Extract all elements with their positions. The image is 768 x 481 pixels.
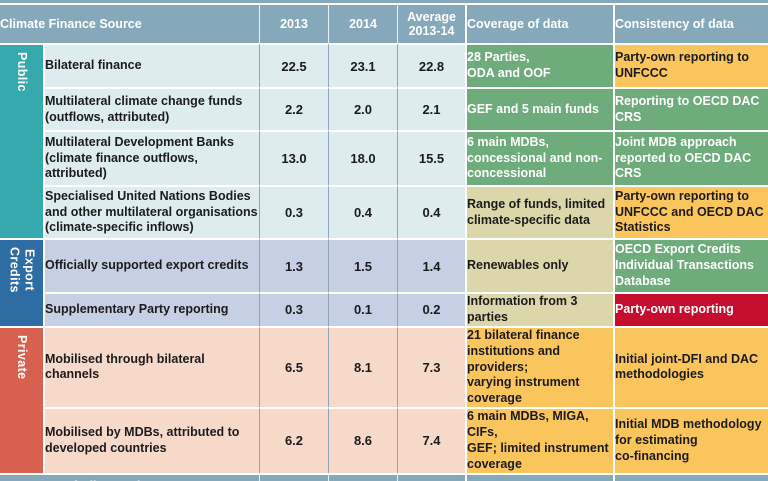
- table-row: Private Mobilised through bilateral chan…: [0, 325, 768, 473]
- value-average: 15.5: [397, 130, 465, 185]
- table-row: Supplementary Party reporting 0.3 0.1 0.…: [0, 292, 768, 326]
- table-row: Multilateral climate change funds (outfl…: [0, 87, 768, 130]
- header-average: Average 2013-14: [397, 3, 465, 43]
- table-row: Export Credits Officially supported expo…: [0, 238, 768, 326]
- consistency-cell: Joint MDB approach reported to OECD DAC …: [613, 130, 768, 185]
- coverage-cell: 21 bilateral finance institutions and pr…: [465, 325, 613, 408]
- coverage-cell: 28 Parties, ODA and OOF: [465, 43, 613, 87]
- source-cell: Mobilised through bilateral channels: [43, 325, 259, 408]
- value-2013: 6.2: [259, 407, 328, 473]
- coverage-cell: Renewables only: [465, 238, 613, 292]
- value-2013: 0.3: [259, 185, 328, 238]
- source-cell: Officially supported export credits: [43, 238, 259, 292]
- climate-finance-table: Climate Finance Source 2013 2014 Average…: [0, 3, 768, 481]
- source-cell: Specialised United Nations Bodies and ot…: [43, 185, 259, 238]
- consistency-cell: Party-own reporting: [613, 292, 768, 326]
- section-label: Export Credits: [7, 247, 37, 293]
- consistency-cell: Party-own reporting to UNFCCC and OECD D…: [613, 185, 768, 238]
- value-2014: 18.0: [328, 130, 397, 185]
- value-average: 7.4: [397, 407, 465, 473]
- aggregate-average: 57.0: [397, 472, 465, 481]
- value-average: 2.1: [397, 87, 465, 130]
- coverage-cell: GEF and 5 main funds: [465, 87, 613, 130]
- section-label: Public: [15, 52, 29, 92]
- section-band-private: Private: [0, 325, 43, 473]
- value-average: 0.2: [397, 292, 465, 326]
- coverage-cell: 6 main MDBs, MIGA, CIFs, GEF; limited in…: [465, 407, 613, 473]
- aggregate-consistency-empty: [613, 472, 768, 481]
- top-border-strip: [0, 0, 768, 3]
- table-row: Mobilised by MDBs, attributed to develop…: [0, 407, 768, 473]
- source-cell: Mobilised by MDBs, attributed to develop…: [43, 407, 259, 473]
- header-2014: 2014: [328, 3, 397, 43]
- coverage-cell: Range of funds, limited climate-specific…: [465, 185, 613, 238]
- coverage-cell: 6 main MDBs, concessional and non- conce…: [465, 130, 613, 185]
- value-average: 1.4: [397, 238, 465, 292]
- table-row: Public Bilateral finance 22.5 23.1 22.8 …: [0, 43, 768, 238]
- value-2014: 23.1: [328, 43, 397, 87]
- section-label: Private: [15, 334, 29, 380]
- table-row: Multilateral Development Banks (climate …: [0, 130, 768, 185]
- value-2014: 8.6: [328, 407, 397, 473]
- section-band-public: Public: [0, 43, 43, 238]
- aggregate-label: Aggregate of Climate Finance: [0, 472, 259, 481]
- source-cell: Multilateral climate change funds (outfl…: [43, 87, 259, 130]
- value-2013: 1.3: [259, 238, 328, 292]
- consistency-cell: Reporting to OECD DAC CRS: [613, 87, 768, 130]
- value-2013: 22.5: [259, 43, 328, 87]
- source-cell: Bilateral finance: [43, 43, 259, 87]
- source-cell: Supplementary Party reporting: [43, 292, 259, 326]
- section-band-export-credits: Export Credits: [0, 238, 43, 326]
- value-2014: 0.1: [328, 292, 397, 326]
- consistency-cell: OECD Export Credits Individual Transacti…: [613, 238, 768, 292]
- value-average: 22.8: [397, 43, 465, 87]
- header-source: Climate Finance Source: [0, 3, 259, 43]
- header-consistency: Consistency of data: [613, 3, 768, 43]
- consistency-cell: Initial MDB methodology for estimating c…: [613, 407, 768, 473]
- aggregate-coverage-empty: [465, 472, 613, 481]
- value-2013: 6.5: [259, 325, 328, 408]
- value-2013: 13.0: [259, 130, 328, 185]
- value-average: 7.3: [397, 325, 465, 408]
- value-2014: 8.1: [328, 325, 397, 408]
- header-2013: 2013: [259, 3, 328, 43]
- coverage-cell: Information from 3 parties: [465, 292, 613, 326]
- header-coverage: Coverage of data: [465, 3, 613, 43]
- value-average: 0.4: [397, 185, 465, 238]
- consistency-cell: Initial joint-DFI and DAC methodologies: [613, 325, 768, 408]
- value-2013: 2.2: [259, 87, 328, 130]
- consistency-cell: Party-own reporting to UNFCCC: [613, 43, 768, 87]
- value-2014: 1.5: [328, 238, 397, 292]
- aggregate-2014: 61.8: [328, 472, 397, 481]
- aggregate-row: Aggregate of Climate Finance 52.2 61.8 5…: [0, 472, 768, 481]
- value-2014: 2.0: [328, 87, 397, 130]
- aggregate-2013: 52.2: [259, 472, 328, 481]
- table-row: Specialised United Nations Bodies and ot…: [0, 185, 768, 238]
- value-2014: 0.4: [328, 185, 397, 238]
- source-cell: Multilateral Development Banks (climate …: [43, 130, 259, 185]
- table-header-row: Climate Finance Source 2013 2014 Average…: [0, 3, 768, 43]
- value-2013: 0.3: [259, 292, 328, 326]
